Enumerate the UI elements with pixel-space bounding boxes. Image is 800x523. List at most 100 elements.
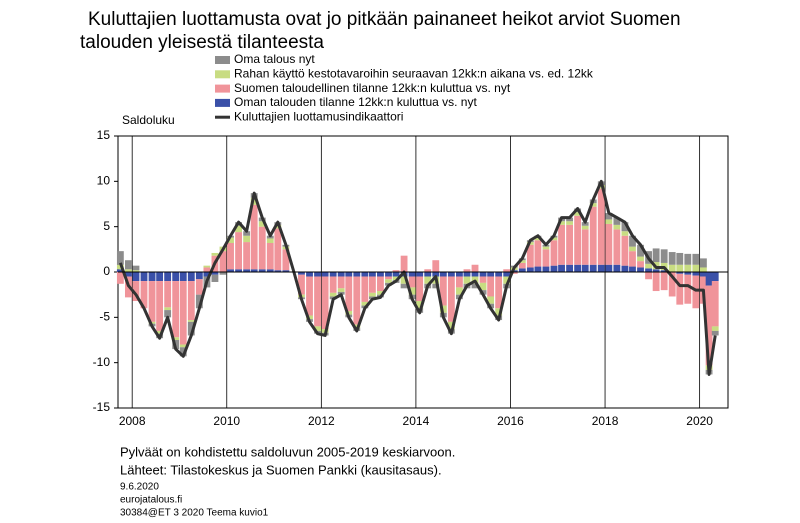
bar-segment	[377, 291, 384, 295]
y-tick-label: -10	[93, 355, 111, 369]
bar-segment	[534, 266, 542, 272]
bar-segment	[164, 272, 172, 282]
bar-segment	[368, 276, 376, 293]
bar-segment	[684, 272, 692, 275]
bar-segment	[705, 272, 713, 286]
bar-segment	[574, 215, 582, 265]
bar-segment	[542, 249, 550, 267]
bar-segment	[408, 276, 416, 288]
bar-segment	[479, 272, 487, 277]
bar-segment	[692, 264, 700, 272]
bar-segment	[116, 272, 124, 284]
bar-segment	[637, 244, 644, 257]
bar-segment	[558, 221, 565, 225]
bar-segment	[132, 281, 140, 302]
y-tick-label: -15	[93, 400, 111, 414]
bar-segment	[684, 264, 692, 272]
bar-segment	[361, 276, 369, 302]
bar-segment	[392, 270, 400, 272]
bar-segment	[581, 229, 589, 265]
bar-segment	[179, 272, 187, 282]
bar-segment	[432, 283, 440, 289]
bar-segment	[195, 272, 203, 280]
bar-segment	[597, 188, 605, 265]
bar-segment	[227, 242, 234, 270]
bar-segment	[377, 272, 384, 277]
bar-segment	[424, 272, 432, 277]
bar-segment	[447, 272, 455, 277]
bar-segment	[306, 272, 313, 277]
y-axis-label: Saldoluku	[122, 113, 175, 127]
bar-segment	[140, 281, 148, 309]
bar-segment	[581, 225, 589, 230]
bar-segment	[235, 269, 242, 272]
bar-segment	[518, 260, 526, 263]
bar-segment	[705, 285, 713, 366]
bar-segment	[266, 238, 274, 243]
bar-segment	[558, 224, 565, 265]
bar-segment	[550, 237, 558, 241]
bar-segment	[652, 248, 660, 263]
bar-segment	[321, 276, 329, 330]
bar-segment	[495, 308, 503, 316]
bar-segment	[132, 272, 140, 282]
bar-segment	[558, 264, 565, 272]
bar-segment	[589, 203, 597, 207]
y-tick-label: -5	[99, 310, 110, 324]
bar-segment	[329, 272, 337, 277]
bar-segment	[164, 281, 172, 308]
bar-segment	[637, 267, 644, 272]
bar-segment	[711, 281, 719, 327]
bar-segment	[613, 217, 621, 225]
footer: 9.6.2020	[120, 482, 159, 493]
bar-segment	[266, 242, 274, 270]
bar-segment	[463, 276, 471, 284]
bar-segment	[711, 272, 719, 282]
bar-segment	[235, 232, 242, 270]
bar-segment	[227, 237, 234, 243]
bar-segment	[550, 240, 558, 266]
bar-segment	[400, 283, 408, 289]
bar-segment	[385, 279, 392, 283]
bar-segment	[503, 272, 511, 277]
bar-segment	[368, 272, 376, 277]
bar-segment	[503, 276, 511, 284]
bar-segment	[416, 272, 424, 277]
bar-segment	[156, 272, 164, 282]
bar-segment	[392, 276, 400, 281]
legend-swatch	[215, 98, 230, 107]
legend-label: Oman talouden tilanne 12kk:n kuluttua vs…	[234, 95, 477, 109]
bar-segment	[385, 272, 392, 277]
bar-segment	[629, 251, 636, 267]
bar-segment	[243, 269, 251, 272]
bar-segment	[660, 249, 668, 263]
bar-segment	[345, 272, 353, 277]
bar-segment	[455, 276, 463, 288]
bar-segment	[179, 347, 187, 357]
legend-swatch	[215, 56, 230, 64]
bar-segment	[392, 272, 400, 277]
legend-label: Rahan käyttö kestotavaroihin seuraavan 1…	[234, 66, 594, 80]
bar-segment	[172, 337, 180, 340]
bar-segment	[385, 276, 392, 280]
x-tick-label: 2008	[119, 414, 146, 428]
bar-segment	[179, 281, 187, 345]
bar-segment	[345, 276, 353, 311]
bar-segment	[518, 268, 526, 272]
bar-segment	[187, 281, 195, 321]
bar-segment	[676, 272, 684, 274]
bar-segment	[148, 281, 156, 322]
bar-segment	[416, 301, 424, 309]
bar-segment	[400, 255, 408, 272]
bar-segment	[479, 276, 487, 283]
bar-segment	[566, 217, 574, 222]
bar-segment	[203, 272, 211, 277]
chart-title: Kuluttajien luottamusta ovat jo pitkään …	[88, 9, 681, 30]
bar-segment	[274, 270, 282, 272]
bar-segment	[566, 221, 574, 225]
bar-segment	[676, 252, 684, 265]
bar-segment	[605, 219, 613, 224]
line	[118, 179, 717, 376]
bar-segment	[637, 261, 644, 268]
bar-segment	[424, 269, 432, 272]
